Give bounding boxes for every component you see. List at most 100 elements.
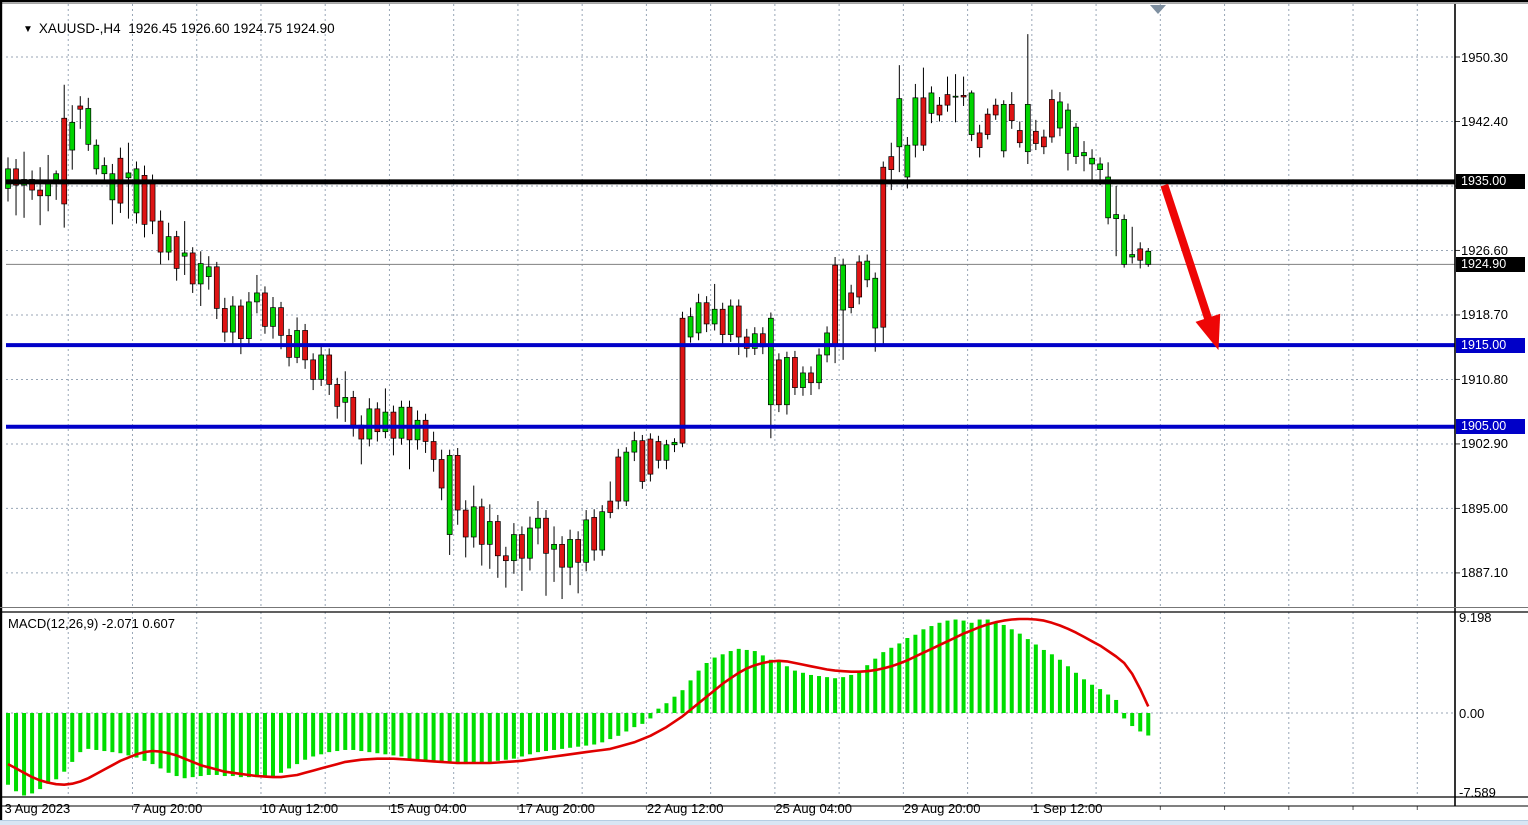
- macd-histogram-bar: [54, 713, 59, 780]
- bear-candle: [173, 236, 180, 269]
- macd-histogram-bar: [399, 713, 404, 757]
- bull-candle: [414, 419, 421, 441]
- macd-histogram-bar: [527, 713, 532, 755]
- macd-histogram-bar: [921, 629, 926, 713]
- bull-candle: [342, 397, 349, 403]
- bull-candle: [1121, 219, 1128, 265]
- macd-histogram-bar: [792, 670, 797, 713]
- macd-histogram-bar: [953, 619, 958, 713]
- bear-candle: [1008, 103, 1015, 122]
- macd-histogram-bar: [383, 713, 388, 755]
- bull-candle: [470, 506, 477, 538]
- macd-histogram-bar: [680, 690, 685, 713]
- bull-candle: [511, 534, 517, 562]
- bear-candle: [808, 372, 814, 384]
- bear-candle: [454, 455, 461, 511]
- bull-candle: [382, 411, 389, 433]
- macd-histogram-bar: [174, 713, 179, 777]
- chart-shift-marker-icon[interactable]: [1150, 5, 1166, 14]
- macd-histogram-bar: [544, 713, 549, 752]
- bull-candle: [1089, 157, 1095, 165]
- macd-histogram-bar: [415, 713, 420, 760]
- bull-candle: [687, 316, 694, 338]
- macd-histogram-bar: [182, 713, 187, 779]
- bull-candle: [767, 317, 774, 406]
- bear-candle: [1032, 130, 1039, 144]
- bear-candle: [615, 456, 622, 502]
- bull-candle: [816, 354, 822, 384]
- macd-histogram-bar: [463, 713, 468, 765]
- bull-candle: [270, 307, 276, 327]
- macd-histogram-bar: [287, 713, 292, 769]
- down-arrow-shaft[interactable]: [1160, 183, 1214, 325]
- bear-candle: [944, 94, 951, 106]
- time-axis-label: 3 Aug 2023: [4, 801, 71, 816]
- bull-candle: [1097, 163, 1103, 171]
- macd-histogram-bar: [335, 713, 340, 752]
- bear-candle: [735, 305, 742, 338]
- macd-histogram-bar: [881, 652, 886, 713]
- time-axis-label: 10 Aug 12:00: [261, 801, 339, 816]
- macd-histogram-bar: [568, 713, 573, 748]
- macd-histogram-bar: [214, 713, 219, 775]
- bull-candle: [69, 121, 76, 151]
- macd-histogram-bar: [102, 713, 107, 752]
- bear-candle: [77, 105, 84, 110]
- macd-histogram-bar: [969, 622, 974, 713]
- macd-histogram-bar: [118, 713, 123, 754]
- bear-candle: [992, 104, 999, 116]
- bear-candle: [1041, 136, 1047, 148]
- macd-histogram-bar: [262, 713, 267, 778]
- macd-histogram-bar: [351, 713, 356, 750]
- bull-candle: [800, 372, 806, 388]
- bull-candle: [1145, 250, 1152, 265]
- macd-histogram-bar: [1138, 713, 1143, 732]
- macd-histogram-bar: [640, 713, 645, 724]
- macd-histogram-bar: [945, 620, 950, 713]
- bear-candle: [888, 156, 895, 171]
- macd-histogram-bar: [375, 713, 380, 754]
- bull-candle: [1024, 103, 1031, 153]
- macd-histogram-bar: [977, 619, 982, 713]
- bear-candle: [832, 264, 838, 346]
- bull-candle: [1113, 214, 1119, 219]
- macd-histogram-bar: [455, 713, 460, 765]
- bear-candle: [37, 189, 43, 197]
- bear-candle: [278, 307, 284, 336]
- macd-histogram-bar: [1106, 694, 1111, 713]
- bull-candle: [527, 527, 533, 559]
- macd-histogram-bar: [873, 658, 878, 713]
- macd-histogram-bar: [319, 713, 324, 755]
- macd-histogram-bar: [38, 713, 43, 790]
- bull-candle: [197, 263, 204, 285]
- macd-histogram-bar: [776, 661, 781, 713]
- macd-histogram-bar: [616, 713, 621, 736]
- bear-candle: [575, 539, 581, 563]
- macd-histogram-bar: [632, 713, 637, 728]
- down-arrow-head[interactable]: [1195, 313, 1221, 351]
- bear-candle: [262, 292, 268, 327]
- macd-histogram-bar: [150, 713, 155, 765]
- macd-histogram-bar: [279, 713, 284, 773]
- bear-candle: [406, 406, 413, 441]
- bull-candle: [486, 521, 493, 545]
- macd-histogram-bar: [158, 713, 163, 769]
- bear-candle: [374, 408, 381, 433]
- symbol-quote-line: ▼ XAUUSD-,H4 1926.45 1926.60 1924.75 1924…: [8, 6, 335, 51]
- bear-candle: [960, 95, 967, 98]
- bull-candle: [535, 517, 541, 529]
- bull-candle: [93, 144, 100, 170]
- price-badge: 1924.90: [1456, 256, 1525, 272]
- macd-histogram-bar: [600, 713, 605, 743]
- macd-histogram-bar: [560, 713, 565, 749]
- bull-candle: [1105, 176, 1111, 219]
- bear-candle: [639, 440, 646, 482]
- time-axis-label: 7 Aug 20:00: [132, 801, 203, 816]
- macd-histogram-bar: [270, 713, 275, 777]
- bear-candle: [976, 132, 983, 148]
- bull-candle: [1000, 103, 1007, 152]
- macd-histogram-bar: [311, 713, 316, 757]
- bull-candle: [968, 92, 975, 135]
- macd-histogram-bar: [656, 708, 661, 713]
